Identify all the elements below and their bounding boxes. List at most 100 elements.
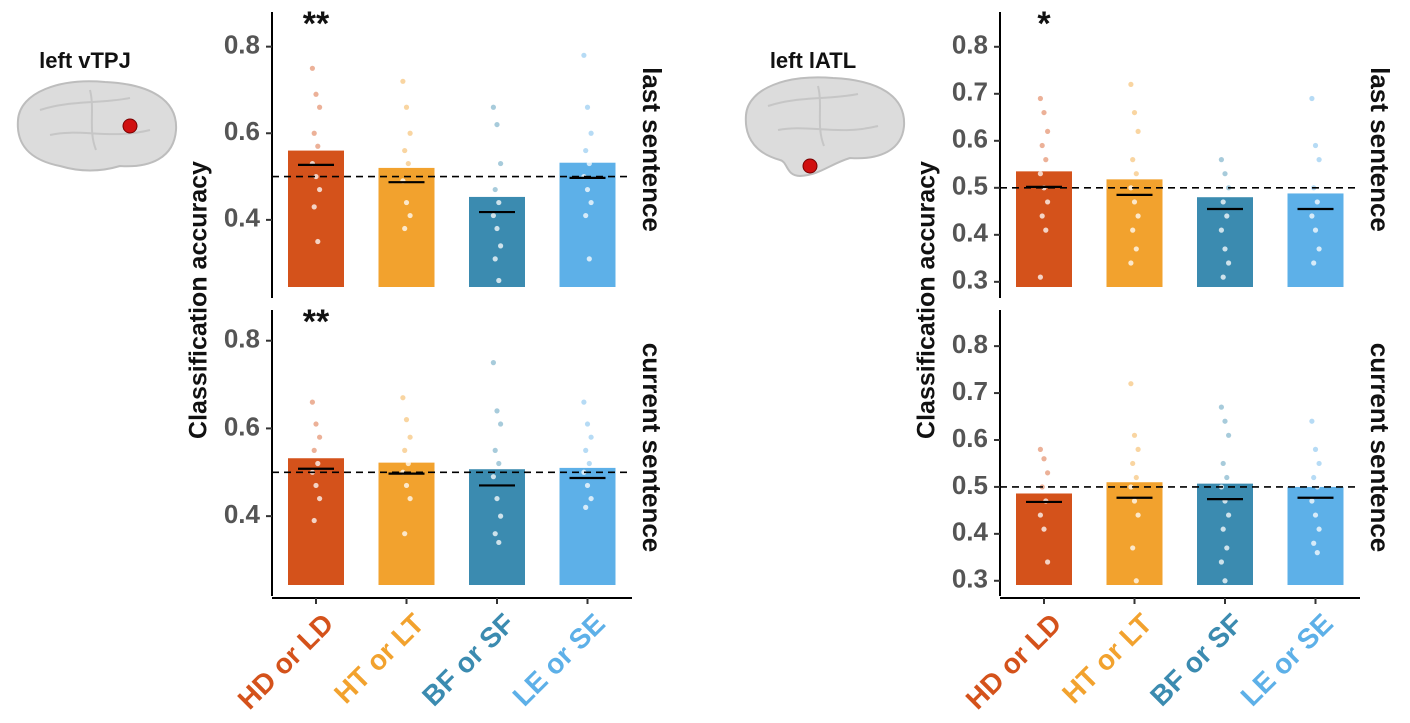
data-point: [1317, 527, 1322, 532]
data-point: [1309, 96, 1314, 101]
y-tick-label: 0.6: [224, 116, 260, 146]
data-point: [1315, 199, 1320, 204]
data-point: [1221, 199, 1226, 204]
data-point: [1134, 475, 1139, 480]
data-point: [1128, 82, 1133, 87]
facet-label: current sentence: [1365, 343, 1395, 553]
bar: [1288, 487, 1344, 585]
data-point: [1221, 275, 1226, 280]
data-point: [1317, 461, 1322, 466]
data-point: [400, 395, 405, 400]
data-point: [1309, 213, 1314, 218]
data-point: [1130, 545, 1135, 550]
y-tick-label: 0.7: [952, 77, 988, 107]
data-point: [589, 496, 594, 501]
y-tick-label: 0.6: [224, 411, 260, 441]
data-point: [1313, 143, 1318, 148]
data-point: [1136, 213, 1141, 218]
y-axis-label: Classification accuracy: [913, 161, 941, 439]
data-point: [1311, 475, 1316, 480]
bar: [560, 163, 616, 287]
data-point: [491, 360, 496, 365]
data-point: [1132, 498, 1137, 503]
data-point: [1219, 405, 1224, 410]
data-point: [1038, 447, 1043, 452]
x-tick-label: LE or SE: [1235, 608, 1339, 712]
data-point: [406, 461, 411, 466]
data-point: [1128, 260, 1133, 265]
data-point: [1315, 550, 1320, 555]
data-point: [581, 400, 586, 405]
data-point: [1313, 512, 1318, 517]
data-point: [408, 435, 413, 440]
data-point: [313, 421, 318, 426]
data-point: [491, 474, 496, 479]
data-point: [1226, 512, 1231, 517]
data-point: [1309, 419, 1314, 424]
data-point: [583, 448, 588, 453]
data-point: [589, 131, 594, 136]
significance-label: **: [303, 5, 330, 43]
data-point: [1132, 110, 1137, 115]
data-point: [404, 105, 409, 110]
data-point: [581, 53, 586, 58]
y-tick-label: 0.4: [952, 218, 989, 248]
data-point: [404, 483, 409, 488]
data-point: [1132, 433, 1137, 438]
data-point: [1038, 96, 1043, 101]
region-title: left vTPJ: [39, 48, 131, 73]
y-tick-label: 0.3: [952, 265, 988, 295]
x-tick-label: HD or LD: [960, 608, 1068, 716]
x-tick-label: BF or SF: [1144, 608, 1248, 712]
data-point: [1045, 199, 1050, 204]
data-point: [496, 461, 501, 466]
data-point: [1219, 228, 1224, 233]
data-point: [315, 239, 320, 244]
x-tick-label: HT or LT: [1056, 608, 1158, 710]
y-tick-label: 0.6: [952, 423, 988, 453]
y-tick-label: 0.8: [952, 30, 988, 60]
data-point: [406, 161, 411, 166]
data-point: [1226, 260, 1231, 265]
y-tick-label: 0.4: [224, 203, 261, 233]
data-point: [587, 256, 592, 261]
data-point: [312, 131, 317, 136]
data-point: [498, 161, 503, 166]
data-point: [313, 483, 318, 488]
x-tick-label: LE or SE: [507, 608, 611, 712]
bar: [469, 469, 525, 585]
data-point: [1134, 578, 1139, 583]
y-tick-label: 0.4: [952, 517, 989, 547]
data-point: [402, 448, 407, 453]
data-point: [1317, 157, 1322, 162]
data-point: [1041, 110, 1046, 115]
data-point: [585, 105, 590, 110]
data-point: [1309, 498, 1314, 503]
data-point: [1313, 228, 1318, 233]
data-point: [1128, 381, 1133, 386]
data-point: [1222, 171, 1227, 176]
data-point: [402, 531, 407, 536]
data-point: [408, 496, 413, 501]
data-point: [1224, 475, 1229, 480]
data-point: [587, 461, 592, 466]
data-point: [583, 505, 588, 510]
data-point: [1221, 527, 1226, 532]
data-point: [408, 213, 413, 218]
data-point: [1136, 447, 1141, 452]
data-point: [587, 161, 592, 166]
data-point: [1130, 461, 1135, 466]
bar: [379, 463, 435, 585]
data-point: [498, 243, 503, 248]
data-point: [1043, 228, 1048, 233]
x-tick-label: HT or LT: [328, 608, 430, 710]
data-point: [402, 148, 407, 153]
data-point: [1311, 541, 1316, 546]
data-point: [585, 421, 590, 426]
data-point: [1038, 171, 1043, 176]
data-point: [315, 461, 320, 466]
data-point: [496, 200, 501, 205]
y-tick-label: 0.8: [224, 324, 260, 354]
data-point: [493, 187, 498, 192]
facet-label: last sentence: [637, 67, 667, 232]
